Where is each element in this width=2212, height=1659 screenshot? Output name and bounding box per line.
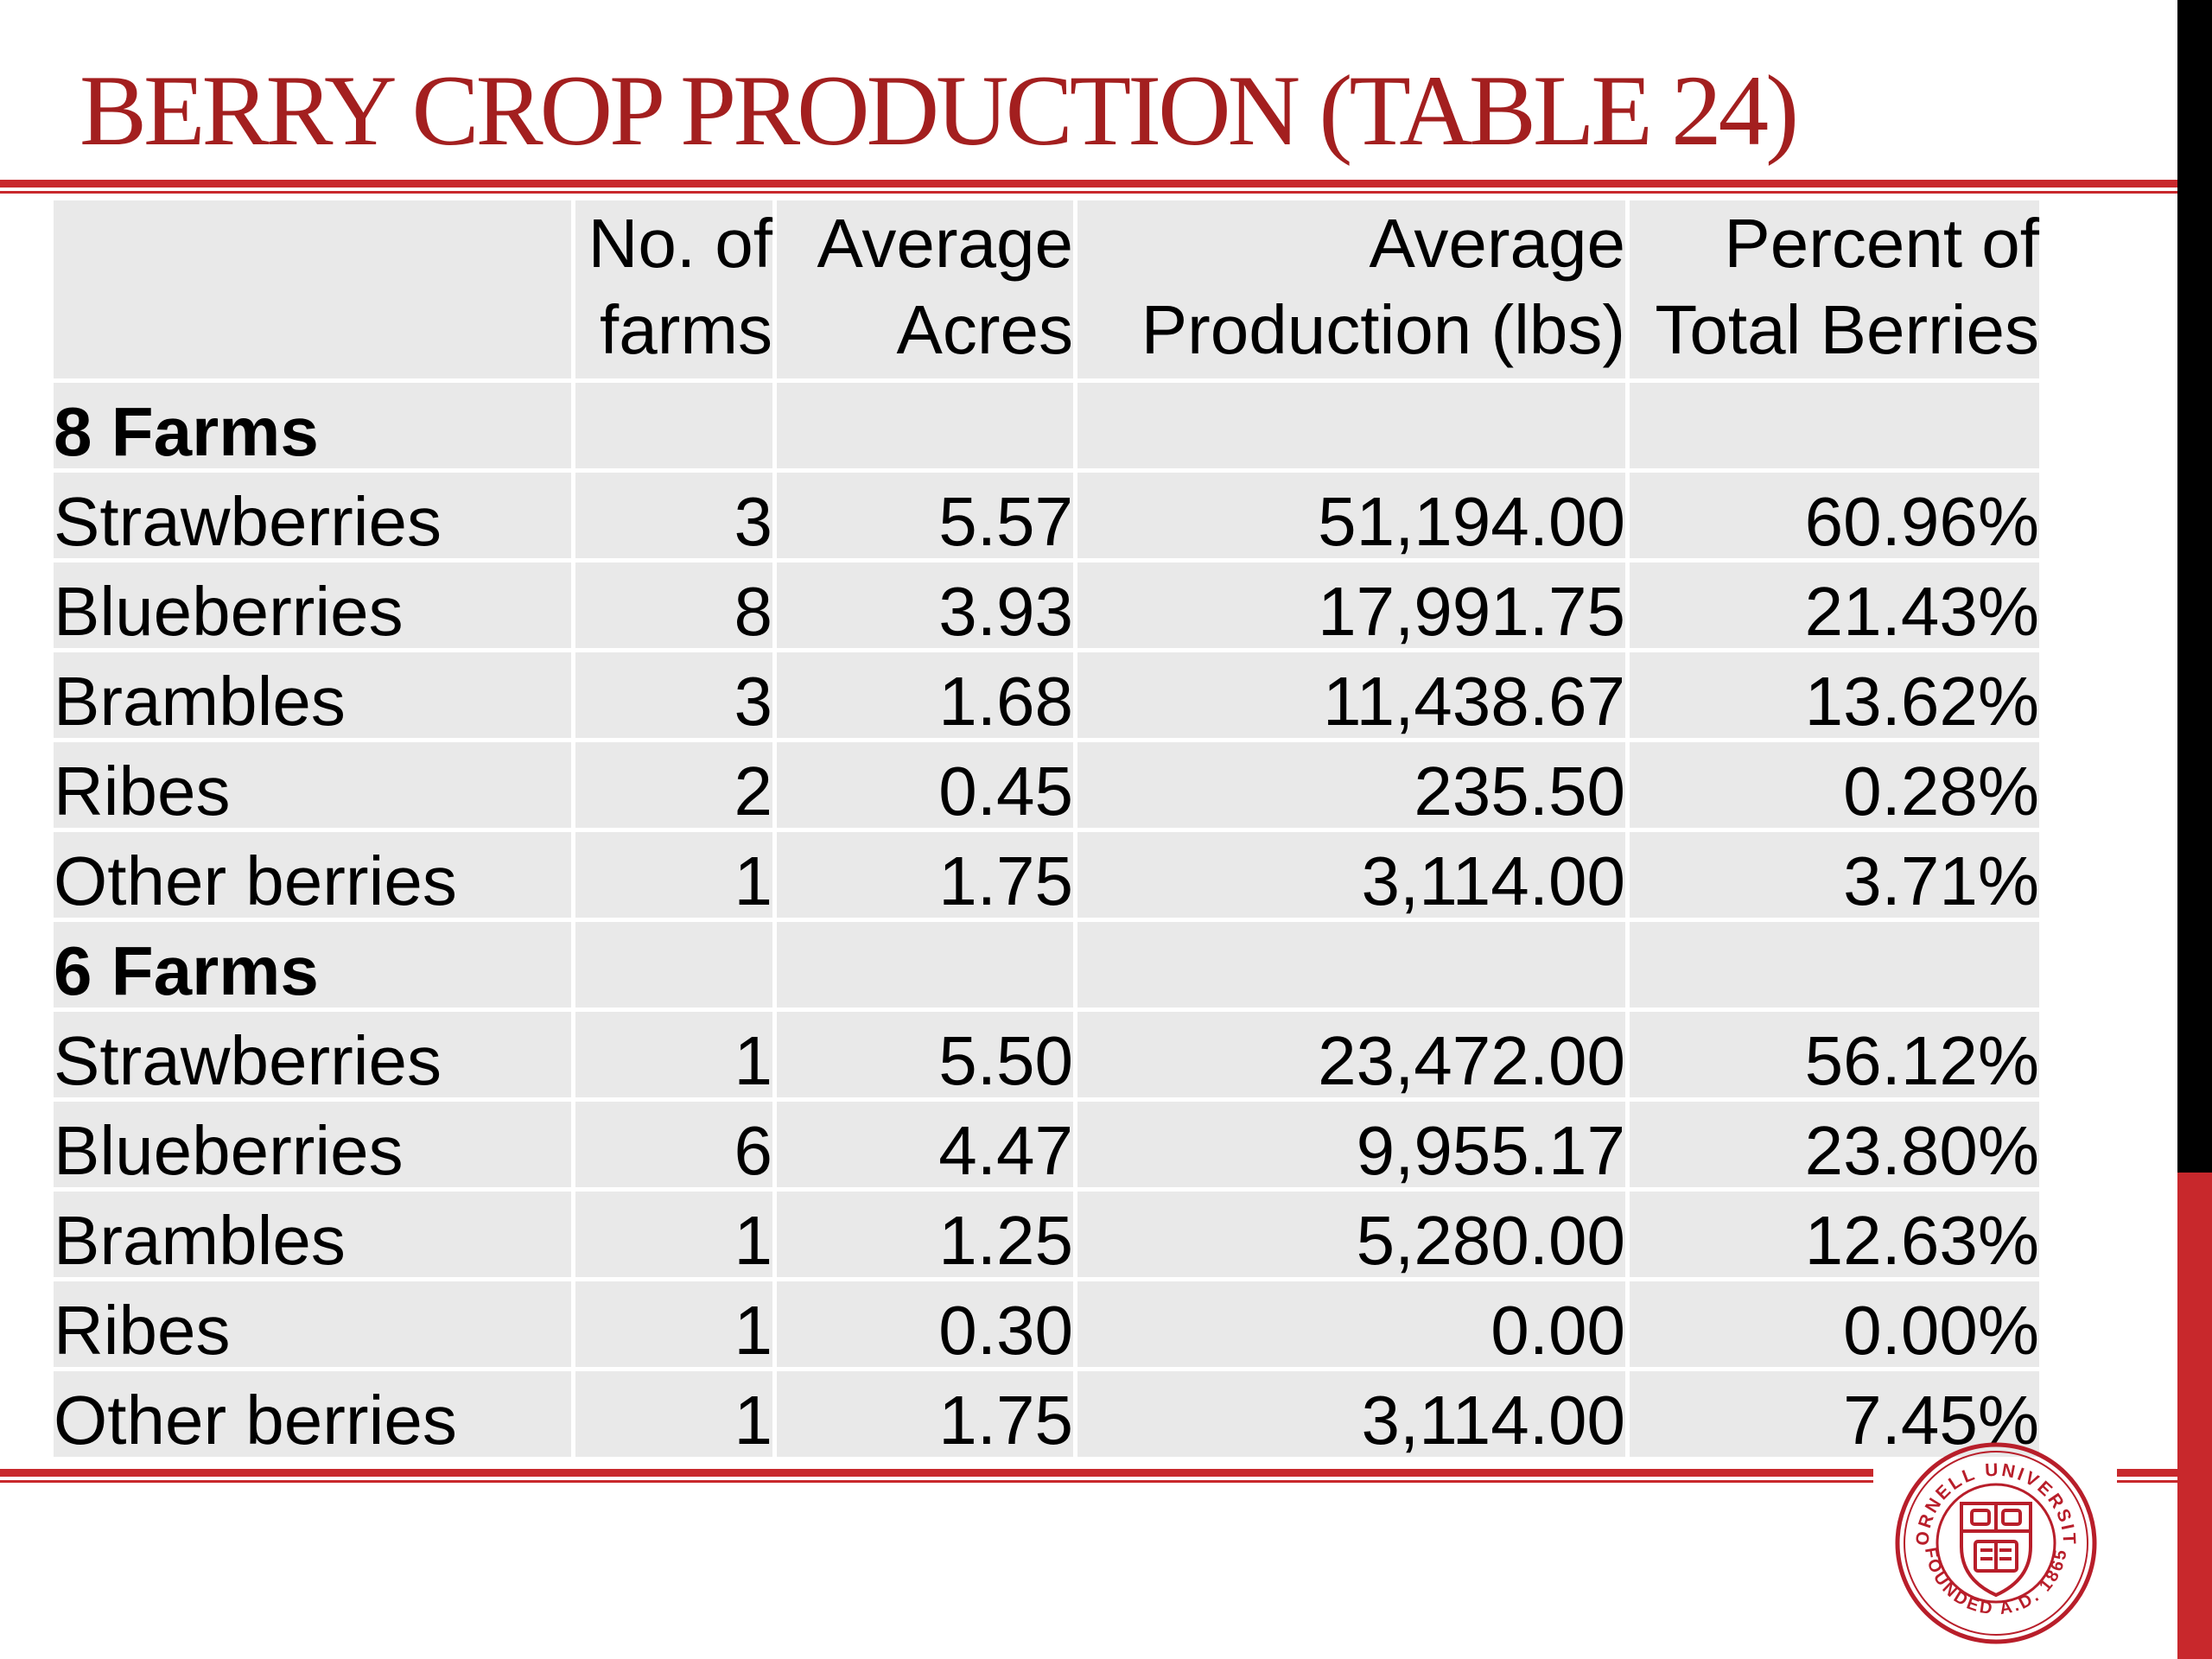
acres-cell: 1.75 [777, 1371, 1073, 1457]
crop-cell: Strawberries [54, 1012, 571, 1097]
percent-cell: 12.63% [1630, 1192, 2039, 1277]
footer-rule-thick-right [2117, 1469, 2212, 1477]
production-cell: 0.00 [1077, 1281, 1625, 1367]
farms-cell: 1 [575, 1371, 772, 1457]
production-cell: 9,955.17 [1077, 1102, 1625, 1187]
table-row: Blueberries 8 3.93 17,991.75 21.43% [54, 563, 2039, 648]
percent-cell: 3.71% [1630, 832, 2039, 918]
acres-cell: 3.93 [777, 563, 1073, 648]
title-rule-thin [0, 191, 2202, 194]
table-body: 8 Farms Strawberries 3 5.57 51,194.00 60.96% B… [54, 383, 2039, 1457]
percent-cell: 7.45% [1630, 1371, 2039, 1457]
empty-cell [575, 383, 772, 468]
production-cell: 17,991.75 [1077, 563, 1625, 648]
acres-cell: 5.50 [777, 1012, 1073, 1097]
empty-cell [1077, 922, 1625, 1007]
production-cell: 51,194.00 [1077, 473, 1625, 558]
crop-cell: Blueberries [54, 563, 571, 648]
group-label: 6 Farms [54, 922, 571, 1007]
empty-cell [1630, 922, 2039, 1007]
farms-cell: 1 [575, 832, 772, 918]
acres-cell: 5.57 [777, 473, 1073, 558]
acres-cell: 4.47 [777, 1102, 1073, 1187]
group-row: 8 Farms [54, 383, 2039, 468]
percent-cell: 0.28% [1630, 742, 2039, 828]
header-farms: No. of farms [575, 200, 772, 378]
header-acres: Average Acres [777, 200, 1073, 378]
title-rule-thick [0, 180, 2202, 188]
crop-cell: Ribes [54, 1281, 571, 1367]
percent-cell: 56.12% [1630, 1012, 2039, 1097]
footer-rule-thin-right [2117, 1480, 2212, 1483]
production-cell: 3,114.00 [1077, 832, 1625, 918]
production-cell: 23,472.00 [1077, 1012, 1625, 1097]
production-cell: 5,280.00 [1077, 1192, 1625, 1277]
table-row: Brambles 3 1.68 11,438.67 13.62% [54, 652, 2039, 738]
percent-cell: 0.00% [1630, 1281, 2039, 1367]
crop-cell: Ribes [54, 742, 571, 828]
header-production: Average Production (lbs) [1077, 200, 1625, 378]
header-percent: Percent of Total Berries [1630, 200, 2039, 378]
farms-cell: 1 [575, 1012, 772, 1097]
percent-cell: 21.43% [1630, 563, 2039, 648]
empty-cell [1077, 383, 1625, 468]
crop-cell: Other berries [54, 832, 571, 918]
seal-shield-icon [1960, 1502, 2032, 1598]
farms-cell: 3 [575, 652, 772, 738]
crop-cell: Other berries [54, 1371, 571, 1457]
slide-title: BERRY CROP PRODUCTION (TABLE 24) [79, 55, 1799, 167]
sidebar-red [2177, 1173, 2212, 1659]
farms-cell: 3 [575, 473, 772, 558]
empty-cell [777, 922, 1073, 1007]
table-header-row: No. of farms Average Acres Average Produ… [54, 200, 2039, 378]
group-label: 8 Farms [54, 383, 571, 468]
empty-cell [575, 922, 772, 1007]
acres-cell: 1.75 [777, 832, 1073, 918]
acres-cell: 0.30 [777, 1281, 1073, 1367]
header-crop [54, 200, 571, 378]
empty-cell [1630, 383, 2039, 468]
crop-cell: Brambles [54, 1192, 571, 1277]
acres-cell: 1.25 [777, 1192, 1073, 1277]
sidebar-black [2177, 0, 2212, 1173]
acres-cell: 1.68 [777, 652, 1073, 738]
farms-cell: 6 [575, 1102, 772, 1187]
farms-cell: 8 [575, 563, 772, 648]
production-cell: 3,114.00 [1077, 1371, 1625, 1457]
berry-production-table: No. of farms Average Acres Average Produ… [49, 196, 2044, 1461]
production-cell: 235.50 [1077, 742, 1625, 828]
cornell-seal-icon: CORNELL UNIVERSITY FOUNDED A.D. 1865 [1894, 1441, 2097, 1644]
group-row: 6 Farms [54, 922, 2039, 1007]
table-row: Brambles 1 1.25 5,280.00 12.63% [54, 1192, 2039, 1277]
percent-cell: 23.80% [1630, 1102, 2039, 1187]
crop-cell: Blueberries [54, 1102, 571, 1187]
percent-cell: 60.96% [1630, 473, 2039, 558]
table-row: Ribes 1 0.30 0.00 0.00% [54, 1281, 2039, 1367]
table-row: Blueberries 6 4.47 9,955.17 23.80% [54, 1102, 2039, 1187]
percent-cell: 13.62% [1630, 652, 2039, 738]
farms-cell: 2 [575, 742, 772, 828]
footer-rule-thin-left [0, 1480, 1873, 1483]
farms-cell: 1 [575, 1281, 772, 1367]
table-row: Strawberries 3 5.57 51,194.00 60.96% [54, 473, 2039, 558]
footer-rule-thick-left [0, 1469, 1873, 1477]
table-row: Ribes 2 0.45 235.50 0.28% [54, 742, 2039, 828]
production-cell: 11,438.67 [1077, 652, 1625, 738]
table-row: Strawberries 1 5.50 23,472.00 56.12% [54, 1012, 2039, 1097]
farms-cell: 1 [575, 1192, 772, 1277]
table-row: Other berries 1 1.75 3,114.00 3.71% [54, 832, 2039, 918]
crop-cell: Strawberries [54, 473, 571, 558]
acres-cell: 0.45 [777, 742, 1073, 828]
table-row: Other berries 1 1.75 3,114.00 7.45% [54, 1371, 2039, 1457]
empty-cell [777, 383, 1073, 468]
crop-cell: Brambles [54, 652, 571, 738]
